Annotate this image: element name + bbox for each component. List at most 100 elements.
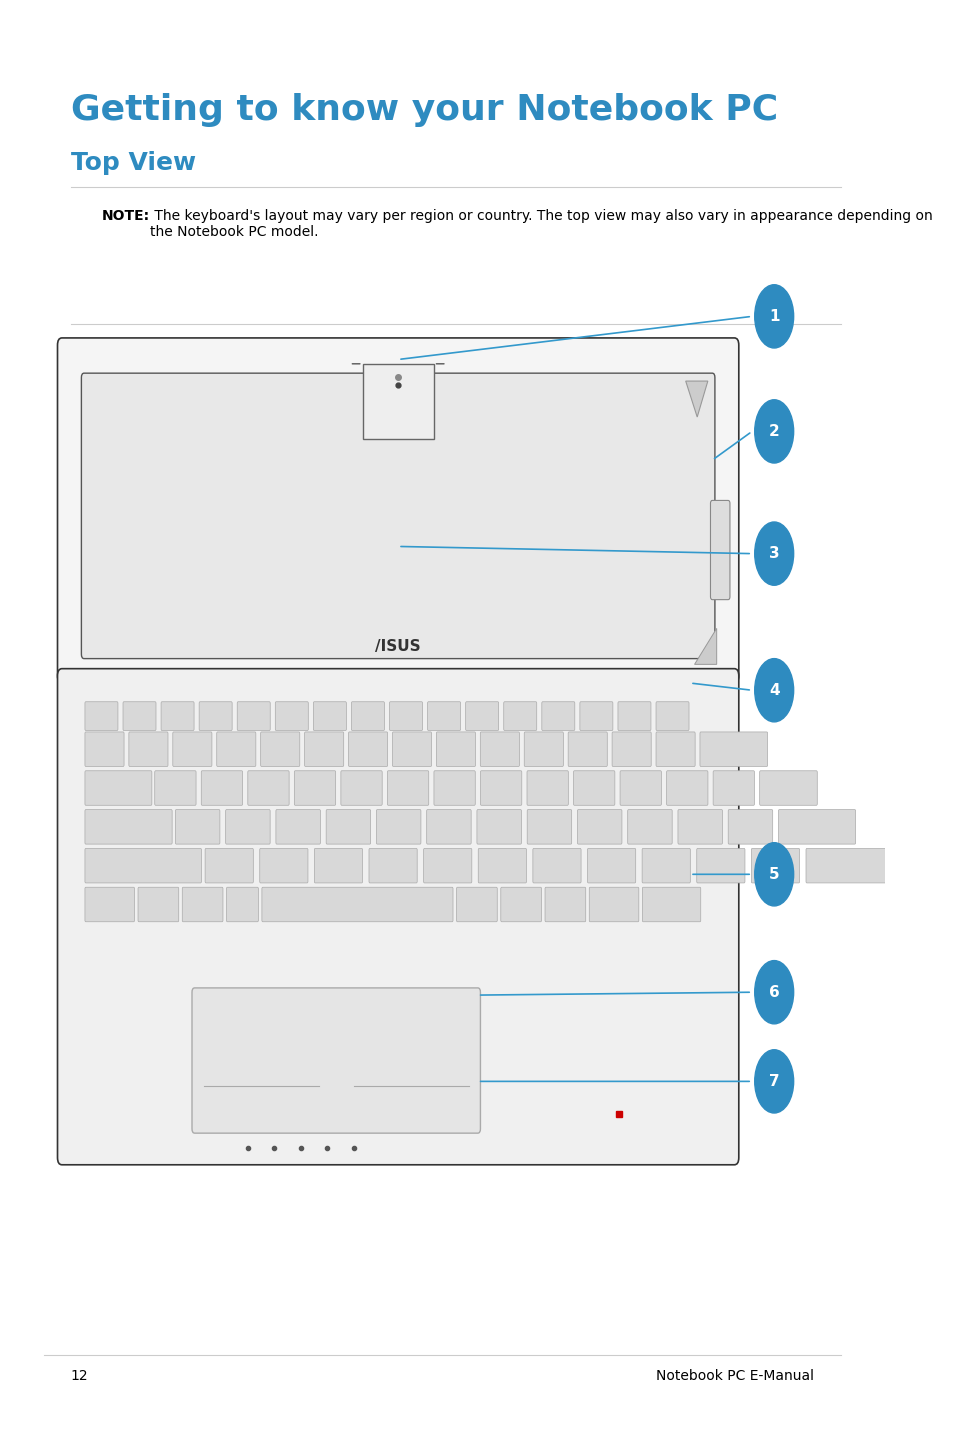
FancyBboxPatch shape [85,887,134,922]
FancyBboxPatch shape [544,887,585,922]
Text: /ISUS: /ISUS [375,640,420,654]
FancyBboxPatch shape [123,702,156,731]
Circle shape [754,285,793,348]
FancyBboxPatch shape [262,887,453,922]
FancyBboxPatch shape [351,702,384,731]
FancyBboxPatch shape [589,887,639,922]
FancyBboxPatch shape [426,810,471,844]
Text: 4: 4 [768,683,779,697]
FancyBboxPatch shape [627,810,672,844]
FancyBboxPatch shape [387,771,428,805]
FancyBboxPatch shape [314,848,362,883]
FancyBboxPatch shape [480,771,521,805]
FancyBboxPatch shape [85,732,124,766]
FancyBboxPatch shape [259,848,308,883]
FancyBboxPatch shape [526,771,568,805]
FancyBboxPatch shape [710,500,729,600]
Text: 5: 5 [768,867,779,881]
Text: Notebook PC E-Manual: Notebook PC E-Manual [656,1369,813,1383]
FancyBboxPatch shape [138,887,178,922]
Text: 1: 1 [768,309,779,324]
FancyBboxPatch shape [696,848,744,883]
FancyBboxPatch shape [389,702,422,731]
Text: 2: 2 [768,424,779,439]
FancyBboxPatch shape [275,810,320,844]
Text: 3: 3 [768,546,779,561]
FancyBboxPatch shape [612,732,651,766]
Polygon shape [685,381,707,417]
Circle shape [754,1050,793,1113]
Text: Top View: Top View [71,151,195,175]
FancyBboxPatch shape [577,810,621,844]
Text: NOTE:: NOTE: [102,209,150,223]
FancyBboxPatch shape [57,669,738,1165]
FancyBboxPatch shape [759,771,817,805]
FancyBboxPatch shape [641,848,690,883]
FancyBboxPatch shape [778,810,855,844]
FancyBboxPatch shape [260,732,299,766]
FancyBboxPatch shape [248,771,289,805]
FancyBboxPatch shape [568,732,607,766]
Circle shape [754,961,793,1024]
FancyBboxPatch shape [205,848,253,883]
FancyBboxPatch shape [175,810,219,844]
FancyBboxPatch shape [533,848,580,883]
FancyBboxPatch shape [57,338,738,683]
FancyBboxPatch shape [362,364,433,439]
FancyBboxPatch shape [294,771,335,805]
FancyBboxPatch shape [619,771,660,805]
FancyBboxPatch shape [423,848,472,883]
FancyBboxPatch shape [154,771,196,805]
FancyBboxPatch shape [326,810,371,844]
FancyBboxPatch shape [369,848,416,883]
Text: 12: 12 [71,1369,89,1383]
Circle shape [754,843,793,906]
FancyBboxPatch shape [573,771,615,805]
FancyBboxPatch shape [427,702,460,731]
FancyBboxPatch shape [199,702,232,731]
FancyBboxPatch shape [713,771,754,805]
Polygon shape [694,628,716,664]
FancyBboxPatch shape [226,810,270,844]
FancyBboxPatch shape [392,732,431,766]
FancyBboxPatch shape [456,887,497,922]
FancyBboxPatch shape [201,771,242,805]
FancyBboxPatch shape [579,702,612,731]
FancyBboxPatch shape [751,848,799,883]
FancyBboxPatch shape [81,372,714,659]
FancyBboxPatch shape [618,702,650,731]
FancyBboxPatch shape [85,810,172,844]
FancyBboxPatch shape [376,810,420,844]
FancyBboxPatch shape [85,848,201,883]
FancyBboxPatch shape [465,702,498,731]
FancyBboxPatch shape [479,732,518,766]
FancyBboxPatch shape [541,702,575,731]
FancyBboxPatch shape [348,732,387,766]
FancyBboxPatch shape [477,848,526,883]
FancyBboxPatch shape [161,702,193,731]
FancyBboxPatch shape [304,732,343,766]
Text: The keyboard's layout may vary per region or country. The top view may also vary: The keyboard's layout may vary per regio… [151,209,932,239]
Circle shape [754,659,793,722]
FancyBboxPatch shape [216,732,255,766]
Text: 7: 7 [768,1074,779,1089]
FancyBboxPatch shape [85,702,118,731]
FancyBboxPatch shape [434,771,475,805]
FancyBboxPatch shape [700,732,767,766]
Text: Getting to know your Notebook PC: Getting to know your Notebook PC [71,93,777,128]
FancyBboxPatch shape [275,702,308,731]
Circle shape [754,400,793,463]
FancyBboxPatch shape [666,771,707,805]
FancyBboxPatch shape [129,732,168,766]
FancyBboxPatch shape [805,848,905,883]
FancyBboxPatch shape [503,702,537,731]
FancyBboxPatch shape [340,771,382,805]
FancyBboxPatch shape [313,702,346,731]
FancyBboxPatch shape [436,732,475,766]
FancyBboxPatch shape [727,810,772,844]
Circle shape [754,522,793,585]
FancyBboxPatch shape [226,887,258,922]
FancyBboxPatch shape [641,887,700,922]
FancyBboxPatch shape [656,732,695,766]
FancyBboxPatch shape [500,887,541,922]
